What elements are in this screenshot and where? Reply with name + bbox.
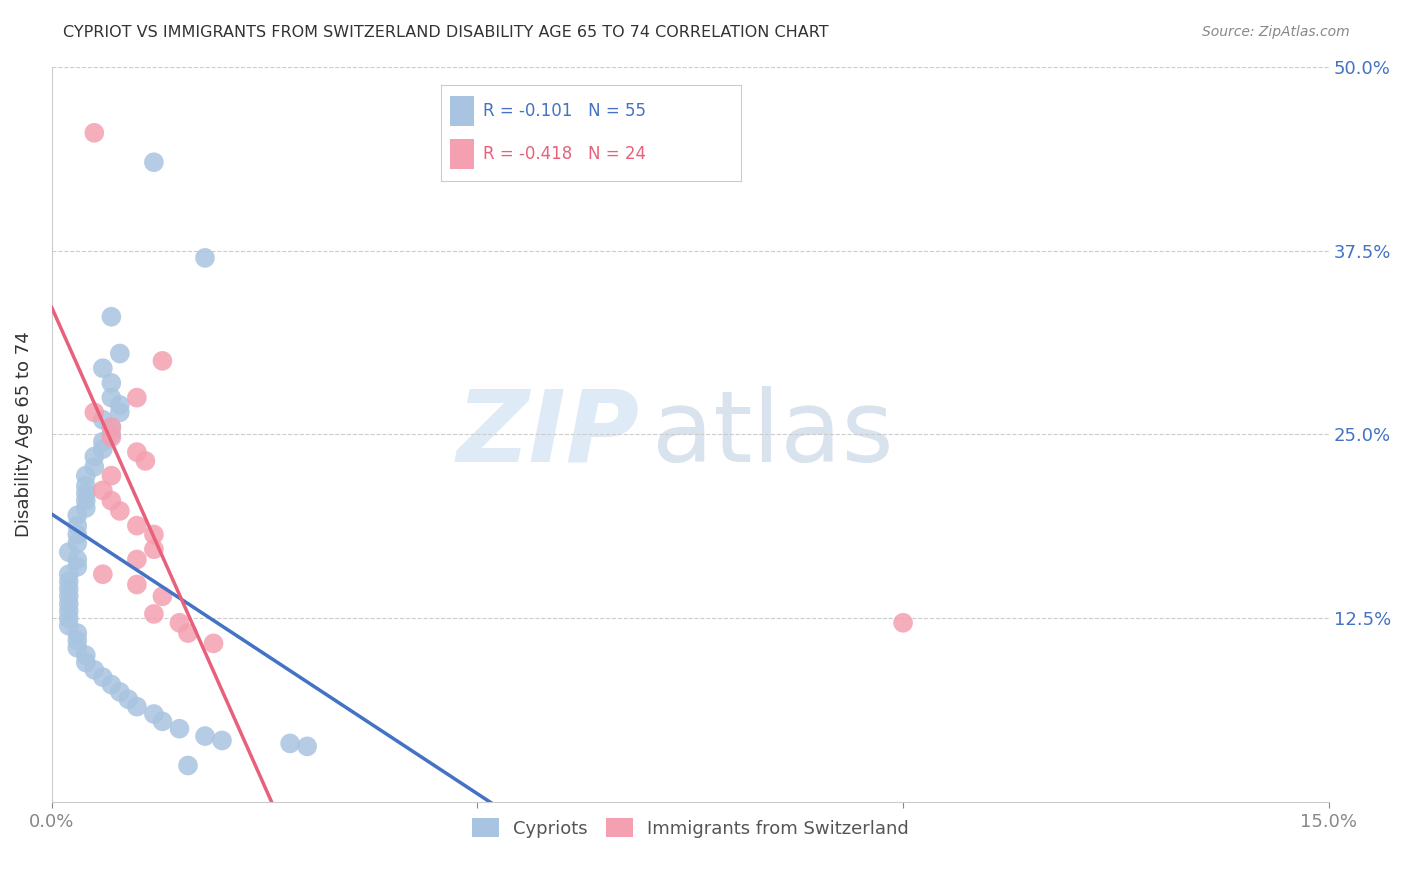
Point (211, 733, 233, 747)
Point (66, 508, 89, 523)
Point (100, 420, 122, 434)
Text: ZIP: ZIP (456, 386, 640, 483)
Point (125, 699, 148, 714)
Point (125, 518, 148, 533)
Point (66, 527, 89, 541)
Point (83, 663, 105, 677)
Point (58, 582, 80, 596)
Point (58, 611, 80, 625)
Point (152, 589, 174, 603)
Point (75, 493, 97, 508)
Text: CYPRIOT VS IMMIGRANTS FROM SWITZERLAND DISABILITY AGE 65 TO 74 CORRELATION CHART: CYPRIOT VS IMMIGRANTS FROM SWITZERLAND D… (63, 25, 830, 40)
Point (58, 604, 80, 618)
Point (125, 552, 148, 566)
Point (100, 468, 122, 483)
Point (100, 310, 122, 324)
Point (194, 251, 217, 265)
Point (66, 559, 89, 574)
Point (169, 722, 191, 736)
Point (66, 633, 89, 648)
Point (83, 450, 105, 464)
Point (66, 626, 89, 640)
Point (100, 430, 122, 444)
Point (58, 618, 80, 632)
Point (891, 615, 914, 630)
Point (177, 758, 200, 772)
Point (75, 468, 97, 483)
Point (58, 567, 80, 582)
Point (100, 493, 122, 508)
Point (91, 483, 114, 498)
Point (100, 376, 122, 390)
Point (142, 527, 165, 541)
Point (194, 729, 217, 743)
Y-axis label: Disability Age 65 to 74: Disability Age 65 to 74 (15, 332, 32, 537)
Point (100, 391, 122, 405)
Point (177, 626, 200, 640)
Point (75, 656, 97, 670)
Point (142, 706, 165, 721)
Point (58, 545, 80, 559)
Point (91, 670, 114, 684)
Point (58, 589, 80, 603)
Point (125, 577, 148, 591)
Point (66, 552, 89, 566)
Point (134, 454, 156, 468)
Point (100, 677, 122, 691)
Point (108, 504, 131, 518)
Point (142, 542, 165, 557)
Point (75, 479, 97, 493)
Point (108, 685, 131, 699)
Point (75, 486, 97, 500)
Point (66, 518, 89, 533)
Point (91, 567, 114, 582)
Point (295, 739, 318, 754)
Point (83, 126, 105, 140)
Point (108, 405, 131, 419)
Point (108, 398, 131, 412)
Point (202, 636, 225, 650)
Point (142, 155, 165, 169)
Point (91, 434, 114, 449)
Point (83, 459, 105, 474)
Point (108, 346, 131, 360)
Point (152, 714, 174, 729)
Legend: Cypriots, Immigrants from Switzerland: Cypriots, Immigrants from Switzerland (464, 811, 917, 845)
Point (83, 405, 105, 419)
Point (91, 361, 114, 376)
Point (125, 391, 148, 405)
Point (169, 615, 191, 630)
Point (125, 445, 148, 459)
Point (117, 692, 139, 706)
Point (75, 648, 97, 662)
Point (278, 736, 301, 750)
Point (142, 607, 165, 621)
Point (66, 640, 89, 655)
Point (152, 354, 174, 368)
Point (100, 420, 122, 434)
Point (100, 427, 122, 442)
Point (58, 597, 80, 611)
Point (91, 442, 114, 457)
Text: atlas: atlas (652, 386, 894, 483)
Point (66, 536, 89, 550)
Point (58, 574, 80, 589)
Point (91, 413, 114, 427)
Text: Source: ZipAtlas.com: Source: ZipAtlas.com (1202, 25, 1350, 39)
Point (75, 501, 97, 516)
